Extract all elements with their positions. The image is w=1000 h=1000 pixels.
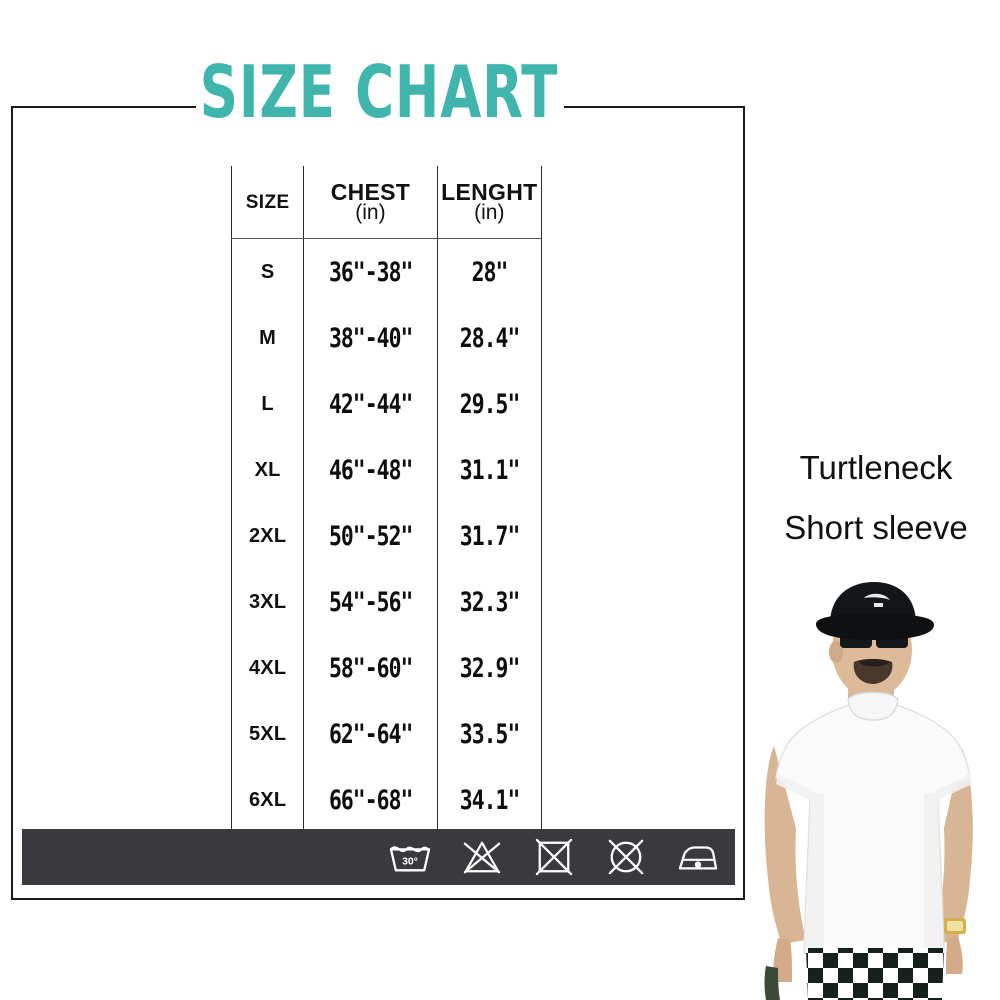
cell-chest: 62"-64" <box>309 701 431 767</box>
size-chart-table: SIZE CHEST (in) LENGHT (in) S 36"-38" 28… <box>230 166 543 833</box>
wash-30-icon: 30° <box>389 846 431 872</box>
table-row: 2XL 50"-52" 31.7" <box>230 503 542 569</box>
checkered-shorts <box>806 948 944 1000</box>
table-row: L 42"-44" 29.5" <box>230 371 542 437</box>
tshirt <box>775 703 971 955</box>
cell-chest: 66"-68" <box>309 767 431 833</box>
cell-length: 34.1" <box>441 767 537 833</box>
cell-size: L <box>230 371 305 437</box>
do-not-tumble-dry-icon <box>535 838 573 876</box>
cell-chest: 58"-60" <box>309 635 431 701</box>
cell-chest: 50"-52" <box>309 503 431 569</box>
moustache <box>858 659 890 667</box>
size-chart-body: S 36"-38" 28" M 38"-40" 28.4" L 42"-44" … <box>230 238 542 833</box>
column-header-size-label: SIZE <box>245 191 290 213</box>
product-name-line1: Turtleneck <box>799 449 953 486</box>
wristwatch <box>944 918 966 934</box>
cell-chest: 36"-38" <box>309 238 431 305</box>
cell-size: S <box>230 238 305 305</box>
table-row: S 36"-38" 28" <box>230 238 542 305</box>
cell-chest: 38"-40" <box>309 305 431 371</box>
cell-length: 28" <box>441 238 537 305</box>
cell-chest: 42"-44" <box>309 371 431 437</box>
held-object <box>764 966 780 1000</box>
column-header-size: SIZE <box>230 166 305 239</box>
model-photo <box>748 578 1000 1000</box>
bucket-hat <box>816 582 934 640</box>
cell-size: 5XL <box>230 701 305 767</box>
hat-logo <box>864 593 890 600</box>
table-header-row: SIZE CHEST (in) LENGHT (in) <box>230 166 543 239</box>
table-row: 5XL 62"-64" 33.5" <box>230 701 542 767</box>
cell-length: 29.5" <box>441 371 537 437</box>
do-not-bleach-icon <box>463 841 501 874</box>
cell-size: 3XL <box>230 569 305 635</box>
cell-length: 31.1" <box>441 437 537 503</box>
page-title: SIZE CHART <box>199 50 559 134</box>
right-arm <box>934 748 973 944</box>
cell-size: 6XL <box>230 767 305 833</box>
table-row: 3XL 54"-56" 32.3" <box>230 569 542 635</box>
table-row: M 38"-40" 28.4" <box>230 305 542 371</box>
left-arm <box>764 746 806 944</box>
do-not-dry-clean-icon <box>608 839 644 875</box>
product-description: Turtleneck Short sleeve <box>752 438 1000 558</box>
product-name-line2: Short sleeve <box>784 509 968 546</box>
iron-low-icon <box>678 846 718 870</box>
cell-chest: 46"-48" <box>309 437 431 503</box>
ear <box>829 641 843 663</box>
title-border-gap <box>196 96 564 118</box>
cell-size: 4XL <box>230 635 305 701</box>
cell-length: 31.7" <box>441 503 537 569</box>
column-header-length: LENGHT (in) <box>436 166 543 239</box>
care-instructions-bar: 30° <box>22 829 735 885</box>
cell-length: 33.5" <box>441 701 537 767</box>
column-header-length-label: LENGHT <box>441 179 538 205</box>
column-header-chest: CHEST (in) <box>303 166 438 239</box>
cell-size: M <box>230 305 305 371</box>
cell-chest: 54"-56" <box>309 569 431 635</box>
column-header-chest-label: CHEST <box>330 179 411 205</box>
table-row: 6XL 66"-68" 34.1" <box>230 767 542 833</box>
model-illustration <box>764 582 973 1000</box>
table-row: XL 46"-48" 31.1" <box>230 437 542 503</box>
table-row: 4XL 58"-60" 32.9" <box>230 635 542 701</box>
cell-length: 32.9" <box>441 635 537 701</box>
right-hand <box>946 936 963 974</box>
turtleneck-collar <box>847 691 899 721</box>
cell-size: 2XL <box>230 503 305 569</box>
cell-length: 28.4" <box>441 305 537 371</box>
column-header-length-unit: (in) <box>474 201 505 224</box>
svg-text:30°: 30° <box>402 857 418 868</box>
cell-size: XL <box>230 437 305 503</box>
left-sleeve-hem <box>776 774 812 800</box>
cell-length: 32.3" <box>441 569 537 635</box>
column-header-chest-unit: (in) <box>355 201 386 224</box>
right-sleeve-hem <box>936 774 972 800</box>
